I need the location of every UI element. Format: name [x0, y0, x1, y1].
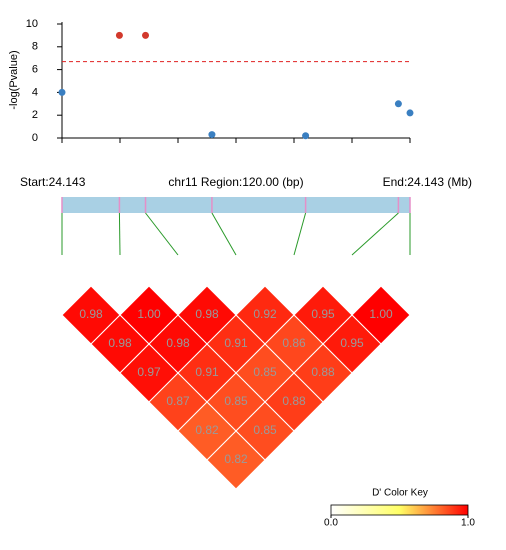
- cell-label: 0.85: [224, 394, 248, 408]
- snp-connector: [118, 212, 121, 256]
- cell-label: 0.92: [253, 307, 277, 321]
- cell-label: 0.82: [195, 423, 219, 437]
- cell-label: 0.97: [137, 365, 161, 379]
- y-tick-label: 4: [32, 86, 38, 98]
- region-start: Start:24.143: [20, 175, 86, 189]
- cell-label: 0.98: [79, 307, 103, 321]
- snp-connector: [351, 212, 399, 256]
- cell-label: 0.87: [166, 394, 190, 408]
- cell-label: 0.82: [224, 452, 248, 466]
- snp-point: [58, 88, 66, 96]
- region-center: chr11 Region:120.00 (bp): [168, 175, 303, 189]
- key-tick-label: 0.0: [324, 518, 338, 529]
- cell-label: 0.91: [224, 336, 248, 350]
- cell-label: 0.98: [195, 307, 219, 321]
- snp-point: [302, 132, 310, 140]
- y-tick-label: 2: [32, 109, 38, 121]
- y-tick-label: 0: [32, 132, 38, 144]
- color-key-bar: [330, 504, 469, 516]
- snp-point: [394, 100, 402, 108]
- y-tick-label: 6: [32, 64, 38, 76]
- y-axis-label: -log(Pvalue): [8, 50, 20, 109]
- cell-label: 0.98: [108, 336, 132, 350]
- cell-label: 0.98: [166, 336, 190, 350]
- snp-point: [406, 109, 414, 117]
- cell-label: 0.91: [195, 365, 219, 379]
- cell-label: 0.88: [311, 365, 335, 379]
- snp-connector: [293, 212, 307, 256]
- cell-label: 0.85: [253, 423, 277, 437]
- cell-label: 0.95: [340, 336, 364, 350]
- cell-label: 0.85: [253, 365, 277, 379]
- cell-label: 0.95: [311, 307, 335, 321]
- snp-point: [142, 31, 150, 39]
- snp-connector: [211, 212, 237, 256]
- snp-connector: [145, 212, 179, 256]
- ld-cell: [206, 430, 266, 490]
- key-tick-label: 1.0: [461, 518, 475, 529]
- snp-point: [208, 131, 216, 139]
- snp-point: [115, 31, 123, 39]
- y-tick-label: 8: [32, 41, 38, 53]
- color-key-title: D' Color Key: [372, 488, 428, 499]
- cell-label: 1.00: [137, 307, 161, 321]
- region-bar: [62, 197, 410, 213]
- cell-label: 0.86: [282, 336, 306, 350]
- cell-label: 1.00: [369, 307, 393, 321]
- cell-label: 0.88: [282, 394, 306, 408]
- y-tick-label: 10: [26, 18, 38, 30]
- region-end: End:24.143 (Mb): [383, 175, 472, 189]
